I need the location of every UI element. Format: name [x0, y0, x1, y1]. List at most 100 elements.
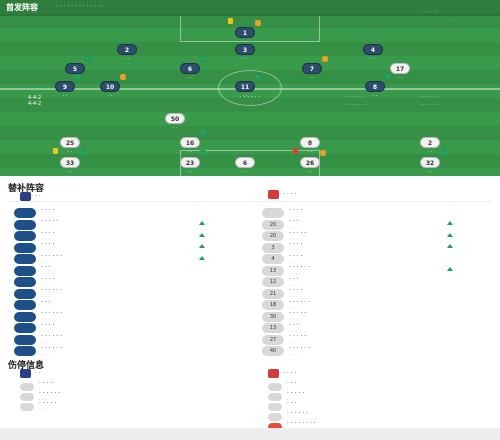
rating-badge: ·	[440, 150, 446, 156]
sub-row[interactable]: · · · · · · ·	[14, 320, 151, 336]
sub-player-name: · · ·	[289, 275, 299, 283]
sub-row[interactable]: · · · · · · ·	[14, 274, 151, 290]
sub-in-minute: ·	[207, 255, 209, 261]
pitch-player[interactable]: 32 · · ·	[400, 150, 460, 175]
pitch-player[interactable]: 6 · · ·	[160, 56, 220, 81]
sub-row[interactable]: · · · · · · · · ·	[14, 332, 151, 348]
sub-row[interactable]: · · · · · · ·	[262, 205, 399, 221]
sub-player-detail: · · ·	[41, 340, 49, 346]
injuries-home-team-name: · ·	[35, 370, 41, 377]
pitch-player[interactable]: 1 · · ·	[215, 18, 275, 45]
sub-texts: · · · · · · · ·	[41, 218, 151, 231]
sub-row[interactable]: 13 · · · · · · · · ·	[262, 263, 399, 279]
sub-row[interactable]: · · · · · · ·	[14, 228, 151, 244]
injury-row[interactable]: · · · · · · · · ·	[20, 389, 149, 404]
sub-row[interactable]: · · · · · · ·	[14, 205, 151, 221]
home-crest-icon	[20, 192, 31, 201]
injury-row[interactable]: · · · ·	[268, 379, 397, 394]
sub-number	[262, 208, 284, 218]
pitch-center-label: · · · · · ·	[239, 94, 261, 101]
sub-row[interactable]: 18 · · · · · · · · ·	[262, 297, 399, 313]
sub-number: 20	[262, 231, 284, 241]
injury-row[interactable]: · · · · ·	[20, 379, 149, 394]
pitch-player[interactable]: 8 · · ·	[345, 74, 405, 99]
subs-title: 替补阵容	[8, 184, 45, 194]
injury-row[interactable]: · · · · · · ·	[268, 409, 397, 424]
sub-row[interactable]: · · · · · ·	[14, 297, 151, 313]
sub-row[interactable]: 13 · · · · · ·	[262, 320, 399, 336]
sub-row[interactable]: · · · · · · · · ·	[14, 251, 151, 267]
pitch-player[interactable]: 23 · · ·	[160, 150, 220, 175]
pitch-player[interactable]: 11 · · ·	[215, 74, 275, 99]
injury-detail: ·	[287, 397, 289, 403]
away-crest-icon	[268, 369, 279, 378]
sub-row[interactable]: 30 · · · · · · · ·	[262, 309, 399, 325]
sub-row[interactable]: · · · · · · · · ·	[14, 286, 151, 302]
sub-row[interactable]: 40 · · · · · · · · ·	[262, 343, 399, 359]
pitch-player[interactable]: 4 · ·	[343, 37, 403, 62]
sub-row[interactable]: 3 · · · · · · ·	[262, 240, 399, 256]
sub-row[interactable]: 4 · · · · · · ·	[262, 251, 399, 267]
sub-row[interactable]: 21 · · · · · · ·	[262, 286, 399, 302]
sub-number	[14, 208, 36, 218]
sub-row[interactable]: 20 · · · · · · · ·	[262, 228, 399, 244]
injury-texts: · · · ·	[287, 400, 397, 413]
shirt-number: 33	[60, 157, 80, 168]
player-name: · ·	[370, 56, 376, 62]
sub-player-detail: · · ·	[289, 225, 297, 231]
sub-number	[14, 346, 36, 356]
sub-player-name: · · ·	[41, 264, 51, 271]
sub-number	[14, 219, 36, 230]
pitch-player[interactable]: 33 · · ·	[40, 148, 100, 175]
sub-player-detail: · · ·	[41, 248, 49, 254]
sub-row[interactable]: · · · · · · ·	[14, 240, 151, 256]
pitch-player[interactable]: 2 · ·	[400, 130, 460, 155]
pitch-player[interactable]: 9 · · ·	[35, 74, 95, 99]
sub-texts: · · · · · · · · ·	[41, 253, 151, 266]
yellow-card-icon	[228, 18, 233, 24]
injury-row[interactable]: · · · · · · ·	[20, 399, 149, 414]
player-name: · ·	[307, 149, 313, 155]
pitch-player[interactable]: 25 · ·	[40, 130, 100, 155]
injury-detail: · ·	[39, 407, 44, 413]
sub-texts: · · · · · · ·	[41, 241, 151, 254]
shirt-number: 2	[420, 137, 440, 148]
rating-badge: ·	[385, 74, 391, 80]
injury-texts: · · · · · · · · ·	[39, 390, 149, 403]
sub-row[interactable]: · · · · · · · · ·	[14, 309, 151, 325]
pitch-player[interactable]: 26 · · ·	[280, 148, 340, 175]
shirt-number: 6	[235, 157, 255, 168]
shirt-number: 10	[100, 81, 120, 92]
pitch-player[interactable]: 50 · ·	[145, 106, 205, 131]
injury-row[interactable]: · · · · · ·	[268, 389, 397, 404]
sub-row[interactable]: 12 · · · · · ·	[262, 274, 399, 290]
sub-row[interactable]: 20 · · · · · ·	[262, 217, 399, 233]
injury-row[interactable]: · · · ·	[268, 399, 397, 414]
injury-texts: · · · · · ·	[287, 390, 397, 403]
sub-player-detail: · · ·	[41, 351, 49, 358]
lineup-subtitle: · · · · · · · · · · · · ·	[56, 3, 104, 10]
sub-player-detail: · · ·	[289, 305, 297, 312]
injury-texts: · · · · · · ·	[287, 410, 397, 423]
pitch-player[interactable]: 16 · · ·	[160, 130, 220, 155]
pitch-player[interactable]: 8 · ·	[280, 130, 340, 155]
sub-row[interactable]: · · · · · · · ·	[14, 217, 151, 233]
sub-number: 3	[262, 242, 284, 253]
sub-row[interactable]: 27 · · · · · · · ·	[262, 332, 399, 348]
pitch-player[interactable]: 7 · · ·	[282, 56, 342, 81]
pitch-player[interactable]: 6 · ·	[215, 150, 275, 175]
pitch-player[interactable]: 2 · ·	[97, 37, 157, 62]
pitch-player[interactable]: 3 · ·	[215, 37, 275, 62]
sub-row[interactable]: · · · · · ·	[14, 263, 151, 279]
subs-home-team: · ·	[20, 192, 41, 201]
pitch-player[interactable]: 10 · · ·	[80, 74, 140, 99]
player-name: · ·	[242, 93, 248, 99]
pitch-player[interactable]: 17 · ·	[370, 56, 430, 81]
shirt-number: 2	[117, 44, 137, 55]
sub-player-detail: · · ·	[289, 259, 297, 266]
sub-row[interactable]: · · · · · · · · ·	[14, 343, 151, 359]
player-name: · ·	[307, 169, 313, 175]
sub-player-name: · · · · · ·	[289, 344, 310, 352]
subs-divider	[8, 201, 492, 202]
rating-badge: ·	[120, 74, 126, 80]
